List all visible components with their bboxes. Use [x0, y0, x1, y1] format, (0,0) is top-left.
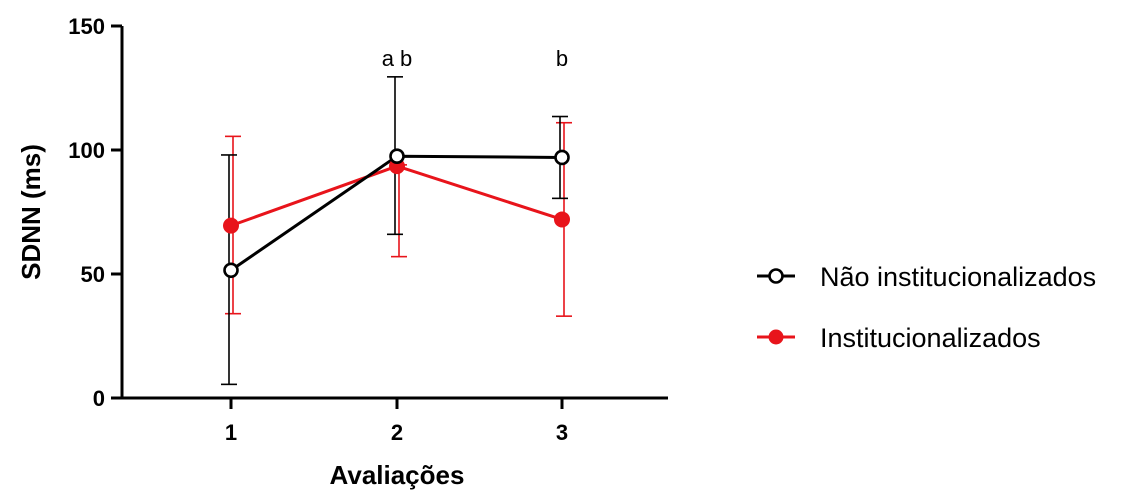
- legend: Não institucionalizados Institucionalizad…: [757, 262, 1096, 353]
- y-axis-title: SDNN (ms): [16, 144, 46, 280]
- data-point: [554, 149, 570, 166]
- legend-label: Institucionalizados: [820, 323, 1041, 353]
- y-tick-label: 50: [81, 262, 105, 287]
- data-point: [223, 262, 239, 279]
- x-tick-label: 1: [225, 420, 237, 445]
- y-tick-label: 0: [93, 386, 105, 411]
- x-tick-label: 2: [391, 420, 403, 445]
- x-axis-title: Avaliações: [330, 460, 465, 490]
- significance-annotation: a b: [382, 46, 413, 71]
- legend-swatch-marker: [768, 268, 784, 284]
- data-point: [554, 211, 570, 228]
- legend-label: Não institucionalizados: [820, 262, 1096, 292]
- legend-swatch-marker: [768, 329, 784, 345]
- series-line: [230, 164, 563, 228]
- significance-annotation: b: [556, 46, 568, 71]
- axes: 0 50 100 150 1 2 3 Avaliações SDNN (ms): [16, 14, 668, 490]
- data-point: [389, 148, 405, 164]
- x-tick-label: 3: [556, 420, 568, 445]
- data-points: [223, 148, 570, 279]
- y-tick-label: 100: [68, 138, 105, 163]
- error-bars: [221, 76, 572, 386]
- y-tick-label: 150: [68, 14, 105, 39]
- data-point: [223, 217, 239, 234]
